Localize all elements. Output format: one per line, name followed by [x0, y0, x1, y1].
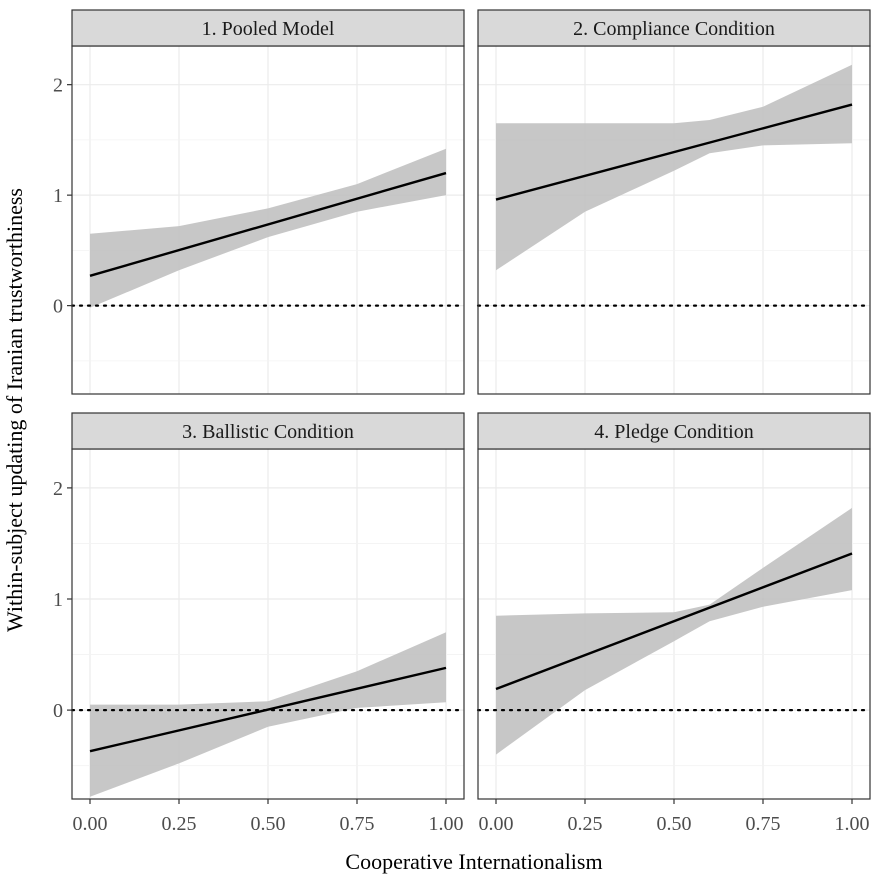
confidence-ribbon — [90, 148, 446, 308]
facet-strip — [477, 9, 871, 47]
x-tick-label: 0.25 — [568, 813, 603, 835]
y-tick-label: 0 — [53, 296, 63, 318]
x-tick-label: 0.50 — [251, 813, 286, 835]
confidence-ribbon — [496, 64, 852, 271]
x-axis-title: Cooperative Internationalism — [345, 849, 602, 874]
x-tick-label: 0.25 — [162, 813, 197, 835]
x-tick-label: 1.00 — [429, 813, 464, 835]
x-ticks-layer: 0.00 0.25 0.50 0.75 1.00 0.00 0.25 0.50 0.75 1.00 — [73, 799, 870, 835]
facet-strip — [71, 412, 465, 450]
x-tick-label: 1.00 — [835, 813, 870, 835]
fitted-line — [495, 103, 853, 201]
fitted-line — [89, 171, 447, 277]
y-tick-label: 1 — [53, 185, 63, 207]
panels-layer: 1. Pooled Model 2. Compliance Condition 3.… — [70, 9, 872, 800]
y-ticks-layer: 0 1 2 0 1 2 — [53, 75, 72, 722]
fitted-line — [495, 552, 853, 691]
x-tick-label: 0.50 — [657, 813, 692, 835]
facet-title: 3. Ballistic Condition — [182, 421, 354, 443]
y-tick-label: 2 — [53, 75, 63, 97]
confidence-ribbon — [90, 632, 446, 797]
facet-strip — [477, 412, 871, 450]
fitted-line — [89, 666, 447, 753]
panel-3: 3. Ballistic Condition — [70, 412, 466, 800]
x-tick-label: 0.00 — [73, 813, 108, 835]
y-tick-label: 0 — [53, 700, 63, 722]
facet-title: 2. Compliance Condition — [573, 18, 775, 40]
x-tick-label: 0.75 — [340, 813, 375, 835]
facet-strip — [71, 9, 465, 47]
facet-title: 4. Pledge Condition — [594, 421, 753, 443]
y-tick-label: 2 — [53, 478, 63, 500]
panel-1: 1. Pooled Model — [70, 9, 466, 395]
x-tick-label: 0.00 — [479, 813, 514, 835]
x-tick-label: 0.75 — [746, 813, 781, 835]
confidence-ribbon — [496, 507, 852, 755]
facet-title: 1. Pooled Model — [202, 18, 335, 40]
y-axis-title: Within-subject updating of Iranian trust… — [2, 188, 27, 632]
panel-2: 2. Compliance Condition — [476, 9, 872, 395]
y-tick-label: 1 — [53, 589, 63, 611]
panel-4: 4. Pledge Condition — [476, 412, 872, 800]
